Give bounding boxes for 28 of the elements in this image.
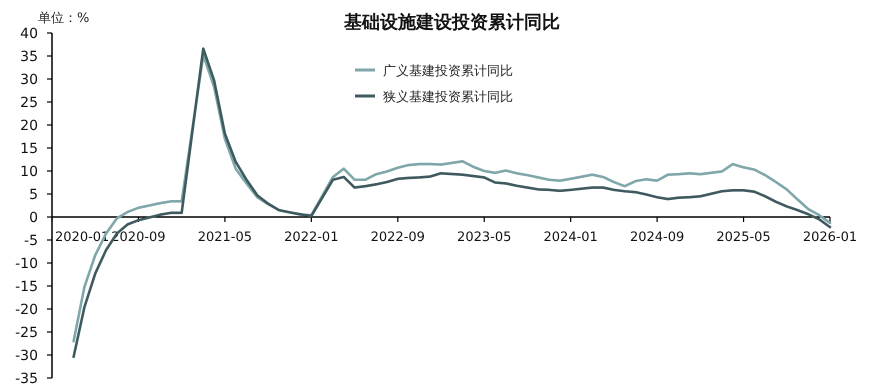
y-tick-label: -15 <box>15 279 38 295</box>
y-tick-label: 25 <box>20 95 38 111</box>
y-tick-label: 30 <box>20 72 38 88</box>
x-tick-label: 2022-01 <box>284 230 338 245</box>
y-tick-label: -5 <box>24 233 38 249</box>
y-tick-label: 0 <box>29 210 38 226</box>
y-tick-label: 5 <box>29 187 38 203</box>
legend-label: 狭义基建投资累计同比 <box>383 90 513 105</box>
y-tick-label: 15 <box>20 141 38 157</box>
chart-title: 基础设施建设投资累计同比 <box>343 12 560 33</box>
legend-label: 广义基建投资累计同比 <box>383 64 513 79</box>
y-tick-label: 40 <box>20 26 38 42</box>
x-tick-label: 2024-09 <box>630 230 684 245</box>
x-tick-label: 2026-01 <box>802 230 858 245</box>
x-tick-label: 2021-05 <box>198 230 252 245</box>
x-tick-label: 2024-01 <box>544 230 598 245</box>
y-tick-label: 35 <box>20 49 38 65</box>
x-tick-label: 2025-05 <box>716 230 771 245</box>
y-tick-label: -20 <box>15 302 38 318</box>
y-tick-label: 10 <box>20 164 38 180</box>
y-tick-label: -35 <box>15 371 38 387</box>
y-tick-label: -10 <box>15 256 38 272</box>
y-tick-label: 20 <box>20 118 38 134</box>
x-tick-label: 2023-05 <box>457 230 512 245</box>
y-tick-label: -25 <box>15 325 38 341</box>
x-tick-label: 2022-09 <box>370 230 425 245</box>
y-axis-title: 单位：% <box>38 11 90 26</box>
y-tick-label: -30 <box>15 348 38 364</box>
